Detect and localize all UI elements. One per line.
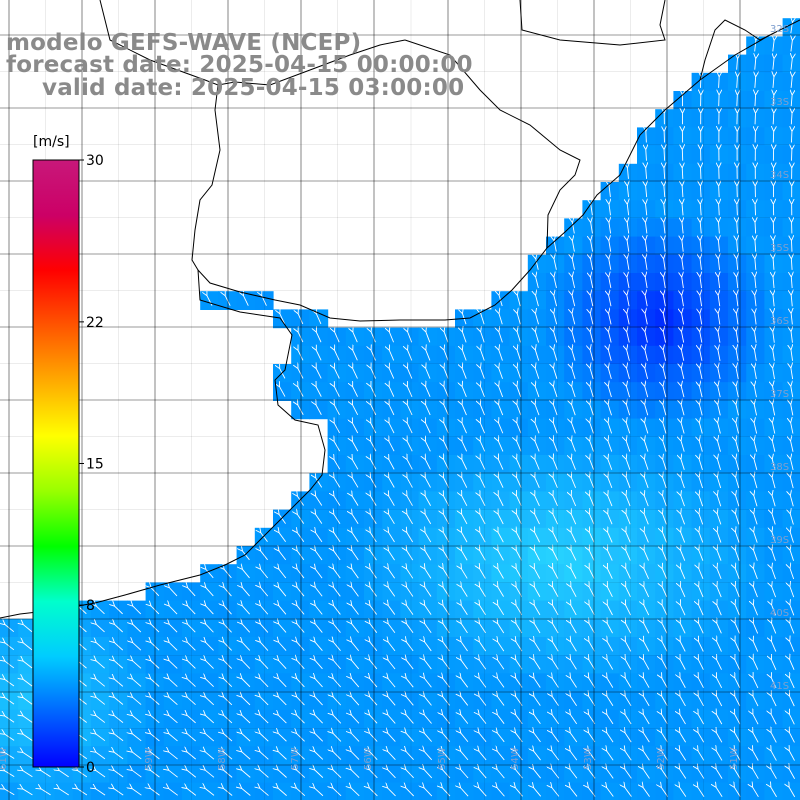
lon-label: 58W: [217, 747, 228, 770]
colorbar-tick-label: 15: [86, 457, 104, 473]
lon-label: 54W: [510, 747, 521, 770]
colorbar: [m/s] 30 22 15 8 0: [32, 134, 104, 776]
lon-label: 56W: [363, 747, 374, 770]
colorbar-tick-label: 22: [86, 315, 104, 331]
lat-label: 36S: [770, 316, 789, 327]
colorbar-tick-label: 8: [86, 598, 95, 614]
colorbar-scale: [32, 159, 80, 768]
lat-label: 41S: [770, 681, 789, 692]
forecast-date: forecast date: 2025-04-15 00:00:00: [6, 52, 473, 78]
valid-date: valid date: 2025-04-15 03:00:00: [42, 75, 465, 101]
lon-label: 53W: [583, 747, 594, 770]
lon-label: 55W: [437, 747, 448, 770]
lat-label: 39S: [770, 535, 789, 546]
lat-label: 32S: [770, 24, 789, 35]
lat-label: 40S: [770, 608, 789, 619]
graticule-labels: 32S33S34S35S36S37S38S39S40S41S61W60W59W5…: [0, 24, 789, 770]
lat-label: 33S: [770, 97, 789, 108]
lon-label: 52W: [656, 747, 667, 770]
lon-label: 57W: [290, 747, 301, 770]
lon-label: 51W: [729, 747, 740, 770]
colorbar-unit: [m/s]: [33, 134, 70, 150]
lat-label: 35S: [770, 243, 789, 254]
wind-vectors: [4, 21, 795, 798]
colorbar-tick-label: 0: [86, 760, 95, 776]
lat-label: 38S: [770, 462, 789, 473]
lon-label: 61W: [0, 747, 9, 770]
lat-label: 37S: [770, 389, 789, 400]
lat-label: 34S: [770, 170, 789, 181]
colorbar-tick-label: 30: [86, 153, 104, 169]
coastline: [0, 0, 800, 619]
lon-label: 59W: [144, 747, 155, 770]
model-title: modelo GEFS-WAVE (NCEP): [6, 30, 362, 56]
